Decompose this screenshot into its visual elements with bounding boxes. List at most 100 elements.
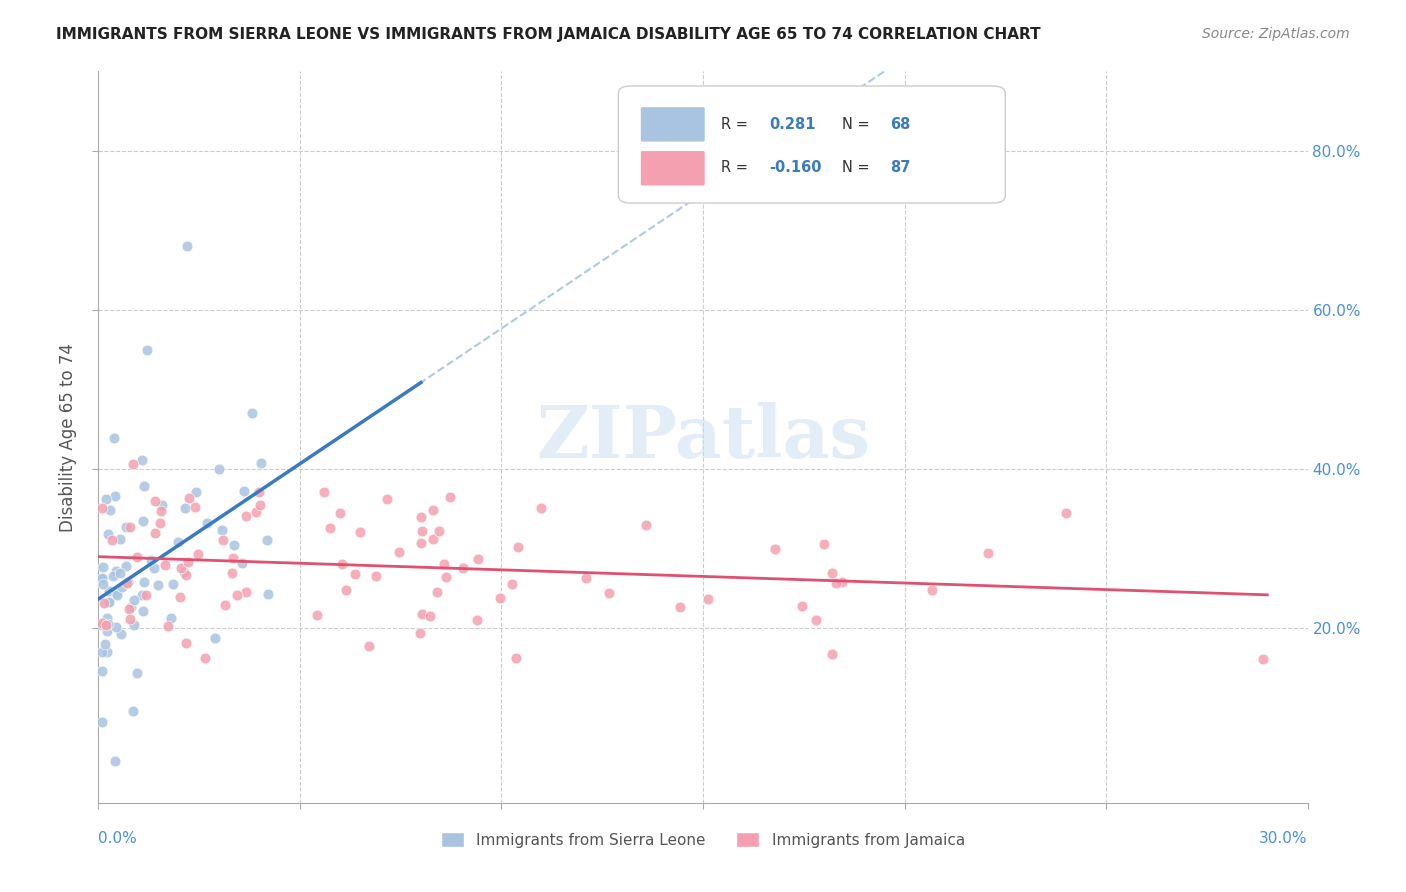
Point [101, 533, 124, 548]
Point [105, 586, 128, 600]
Point [307, 607, 329, 622]
Point [183, 500, 205, 515]
Point [97, 617, 120, 632]
Point [169, 591, 191, 605]
Point [598, 585, 620, 599]
Point [211, 523, 233, 537]
Point [114, 558, 136, 573]
Point [439, 490, 461, 504]
FancyBboxPatch shape [619, 86, 1005, 203]
Point [143, 494, 166, 508]
Point [467, 552, 489, 566]
Point [143, 525, 166, 540]
Text: 68: 68 [890, 117, 911, 131]
FancyBboxPatch shape [640, 106, 706, 143]
Point [143, 561, 166, 575]
Point [115, 520, 138, 534]
Point [97, 526, 120, 541]
Point [250, 456, 273, 470]
Point [124, 618, 146, 632]
Point [176, 239, 198, 253]
Point [125, 666, 148, 681]
Point [173, 566, 195, 580]
Point [97, 595, 120, 609]
Point [120, 520, 142, 534]
Y-axis label: Disability Age 65 to 74: Disability Age 65 to 74 [59, 343, 77, 532]
Point [91, 664, 114, 678]
Point [330, 558, 353, 572]
Point [831, 574, 853, 589]
Point [170, 560, 193, 574]
Text: ZIPatlas: ZIPatlas [536, 401, 870, 473]
Point [343, 567, 366, 582]
Point [813, 537, 835, 551]
Text: 0.281: 0.281 [769, 117, 815, 131]
Point [505, 650, 527, 665]
Text: R =: R = [721, 117, 748, 131]
Point [91, 572, 114, 586]
Point [256, 533, 278, 548]
Point [233, 484, 256, 499]
Point [162, 577, 184, 591]
Point [96, 624, 118, 638]
Point [91, 576, 114, 591]
Point [1251, 652, 1274, 666]
Point [433, 557, 456, 571]
Point [359, 639, 381, 653]
Point [94, 492, 117, 507]
Point [249, 498, 271, 512]
Text: IMMIGRANTS FROM SIERRA LEONE VS IMMIGRANTS FROM JAMAICA DISABILITY AGE 65 TO 74 : IMMIGRANTS FROM SIERRA LEONE VS IMMIGRAN… [56, 27, 1040, 42]
Point [134, 574, 156, 589]
Point [465, 613, 488, 627]
Point [132, 479, 155, 493]
Point [204, 631, 226, 645]
Point [91, 570, 114, 584]
Point [107, 588, 129, 602]
Point [91, 501, 114, 516]
Point [388, 545, 411, 559]
Point [697, 591, 720, 606]
Point [93, 596, 115, 610]
Point [173, 500, 195, 515]
Point [349, 524, 371, 539]
Point [117, 575, 139, 590]
Point [98, 584, 121, 599]
Point [132, 604, 155, 618]
Point [176, 555, 198, 569]
Point [104, 489, 127, 503]
Point [921, 583, 943, 598]
Point [245, 505, 267, 519]
Point [489, 591, 512, 606]
Point [821, 647, 844, 661]
Point [319, 521, 342, 535]
Point [249, 484, 271, 499]
Point [434, 570, 457, 584]
Point [121, 599, 143, 614]
Point [422, 532, 444, 546]
Point [174, 568, 197, 582]
Text: Source: ZipAtlas.com: Source: ZipAtlas.com [1202, 27, 1350, 41]
Point [669, 599, 692, 614]
Point [91, 645, 114, 659]
Point [131, 453, 153, 467]
Point [184, 485, 207, 500]
Point [194, 650, 217, 665]
Point [174, 636, 197, 650]
Text: -0.160: -0.160 [769, 161, 823, 176]
Point [153, 558, 176, 573]
Point [122, 592, 145, 607]
Point [235, 584, 257, 599]
Point [159, 610, 181, 624]
Point [790, 599, 813, 613]
Point [101, 569, 124, 583]
Point [195, 516, 218, 530]
Point [98, 595, 121, 609]
Text: N =: N = [842, 161, 870, 176]
Point [96, 644, 118, 658]
Point [150, 504, 173, 518]
Point [146, 577, 169, 591]
Point [636, 518, 658, 533]
Point [426, 585, 449, 599]
Point [135, 588, 157, 602]
Point [122, 457, 145, 471]
